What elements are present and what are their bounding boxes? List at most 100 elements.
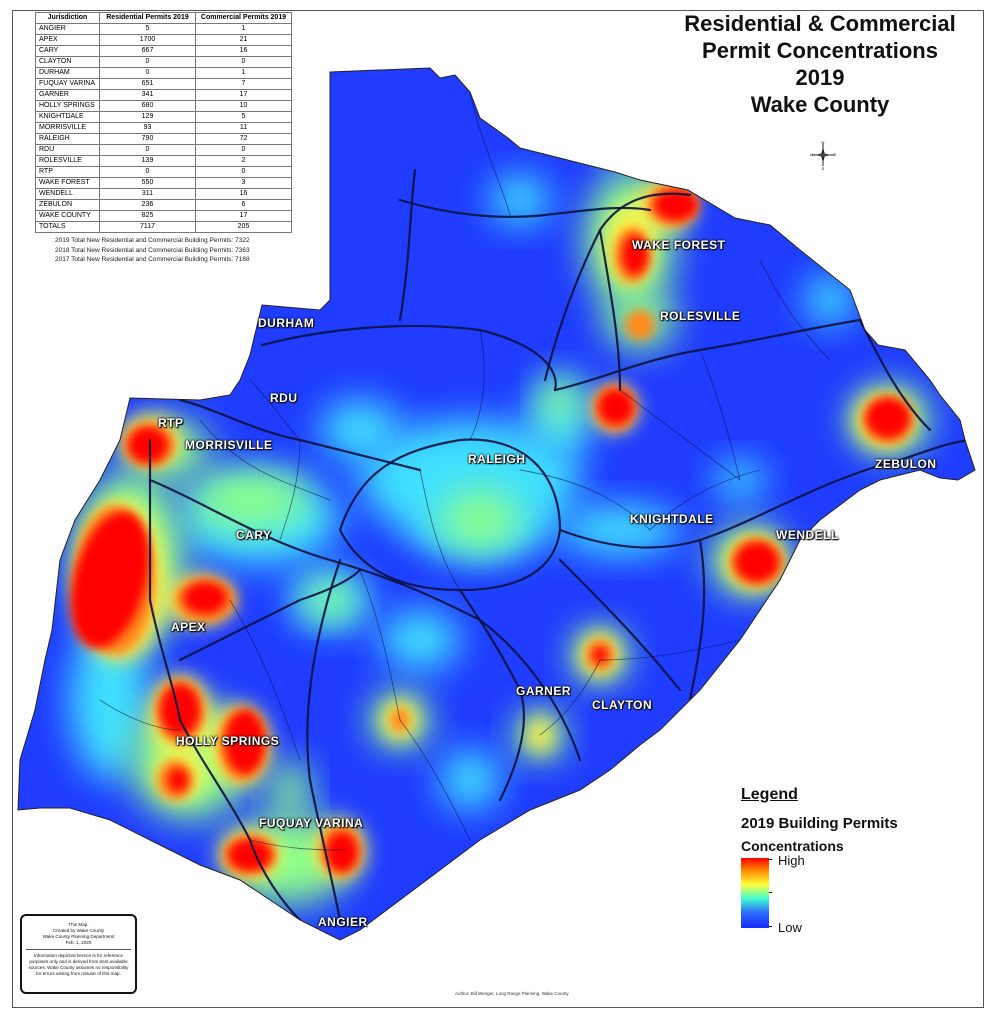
jurisdiction-cell: RALEIGH [35,133,100,145]
road-line [598,228,622,392]
table-row: WAKE FOREST 550 3 [35,177,292,189]
author-credit: Author: Bill Wenger, Long Range Planning… [455,991,569,996]
commercial-cell: 2 [195,155,292,167]
heat-blob [380,610,460,670]
commercial-cell: 17 [195,210,292,222]
road-line [99,699,181,731]
heat-blob [168,768,188,792]
place-label-zebulon: ZEBULON [875,457,937,471]
table-row: MORRISVILLE 93 11 [35,122,292,134]
info-line: This Map: [68,922,89,927]
road-line [688,538,706,702]
road-network [99,91,975,922]
residential-cell: 139 [99,155,196,167]
legend-color-ramp [741,858,769,928]
residential-cell: 790 [99,133,196,145]
commercial-cell: 7 [195,78,292,90]
heat-blob [270,760,310,820]
road-line [399,719,471,841]
residential-cell: 129 [99,111,196,123]
place-label-rolesville: ROLESVILLE [660,309,741,323]
heat-blob [183,582,227,614]
heat-blob [225,710,265,774]
compass-s: S [822,166,825,170]
jurisdiction-cell: CARY [35,45,100,57]
jurisdiction-cell: FUQUAY VARINA [35,78,100,90]
table-row: TOTALS 7117 205 [35,221,292,233]
legend-tick [769,859,772,860]
residential-cell: 0 [99,144,196,156]
table-row: ROLESVILLE 139 2 [35,155,292,167]
table-row: WAKE COUNTY 825 17 [35,210,292,222]
heat-blob [326,832,358,872]
commercial-cell: 0 [195,166,292,178]
heat-blob [320,400,400,460]
jurisdiction-cell: KNIGHTDALE [35,111,100,123]
jurisdiction-cell: WAKE COUNTY [35,210,100,222]
jurisdiction-cell: WENDELL [35,188,100,200]
road-line [469,329,485,441]
table-row: APEX 1700 21 [35,34,292,46]
place-label-wake-forest: WAKE FOREST [632,238,726,252]
heat-blob [866,398,910,438]
compass-n: N [822,140,825,145]
place-label-clayton: CLAYTON [592,698,653,712]
jurisdiction-cell: DURHAM [35,67,100,79]
table-row: HOLLY SPRINGS 680 10 [35,100,292,112]
residential-cell: 0 [99,56,196,68]
commercial-cell: 0 [195,144,292,156]
place-label-rdu: RDU [270,391,298,405]
heat-blob [735,542,779,582]
legend-concentrations: Concentrations [741,838,844,854]
heat-layer [70,115,930,905]
residential-cell: 236 [99,199,196,211]
heat-blob [560,505,680,555]
residential-cell: 311 [99,188,196,200]
residential-cell: 5 [99,23,196,35]
heat-blob [440,750,500,810]
road-line [260,324,557,392]
road-line [398,198,652,218]
road-line [469,91,511,216]
table-row: ZEBULON 236 6 [35,199,292,211]
totals-note: 2017 Total New Residential and Commercia… [55,256,250,263]
heat-blob [440,490,520,550]
table-row: DURHAM 0 1 [35,67,292,79]
commercial-cell: 1 [195,67,292,79]
jurisdiction-cell: RTP [35,166,100,178]
commercial-cell: 21 [195,34,292,46]
info-line: Wake County Planning Department [42,934,115,939]
road-line [599,639,741,661]
legend-heading: Legend [741,786,798,803]
place-label-holly-springs: HOLLY SPRINGS [176,734,280,748]
residential-cell: 93 [99,122,196,134]
road-line [249,839,346,851]
jurisdiction-cell: TOTALS [35,221,100,233]
info-disclaimer: Information depicted hereon is for refer… [28,953,129,976]
commercial-cell: 10 [195,100,292,112]
heat-blob [654,189,698,221]
jurisdiction-cell: MORRISVILLE [35,122,100,134]
road-line [558,558,682,692]
legend-tick [769,926,772,927]
jurisdiction-cell: HOLLY SPRINGS [35,100,100,112]
road-line [759,259,831,361]
table-row: WENDELL 311 16 [35,188,292,200]
residential-cell: 667 [99,45,196,57]
road-line [558,438,975,549]
map-info-box: This Map: Created by Wake County Wake Co… [20,914,137,994]
table-header-row: Jurisdiction Residential Permits 2019 Co… [35,12,292,24]
table-row: GARNER 341 17 [35,89,292,101]
county-boundary [17,67,976,941]
jurisdiction-cell: APEX [35,34,100,46]
table-row: RTP 0 0 [35,166,292,178]
heat-blob [70,511,150,649]
road-line [249,379,301,441]
legend-high-label: High [778,853,805,868]
table-row: CLAYTON 0 0 [35,56,292,68]
jurisdiction-cell: ROLESVILLE [35,155,100,167]
commercial-cell: 11 [195,122,292,134]
commercial-cell: 1 [195,23,292,35]
road-line [858,318,932,432]
heat-blob [805,275,855,325]
